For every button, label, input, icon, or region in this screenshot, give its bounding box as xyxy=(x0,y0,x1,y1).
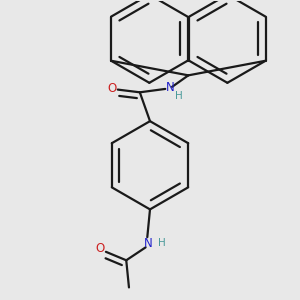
Text: N: N xyxy=(166,81,174,94)
Text: H: H xyxy=(158,238,165,248)
Text: O: O xyxy=(95,242,104,255)
Text: O: O xyxy=(107,82,116,95)
Text: N: N xyxy=(144,237,153,250)
Text: H: H xyxy=(175,92,183,101)
